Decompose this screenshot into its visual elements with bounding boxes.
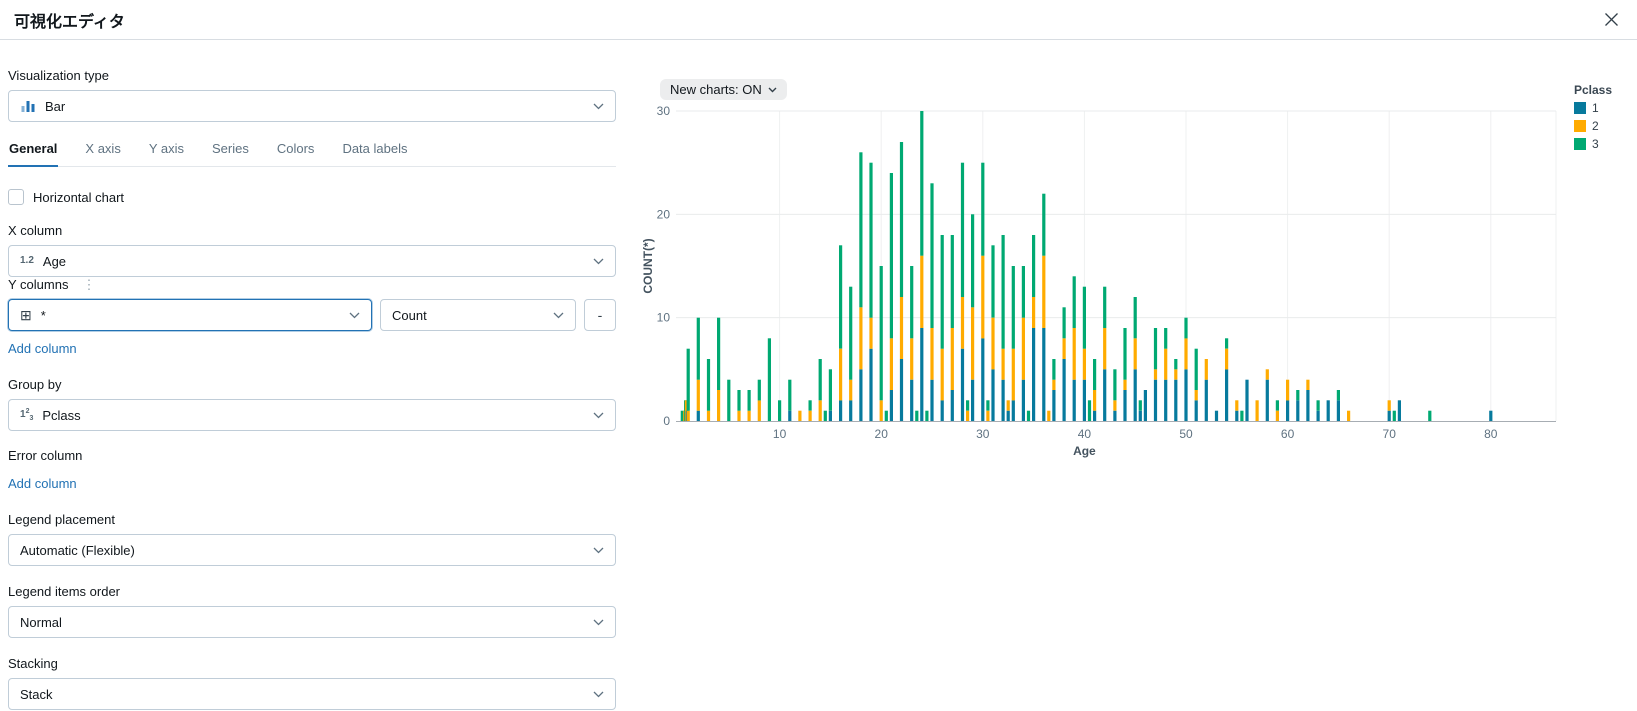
x-column-select[interactable]: 1.2 Age — [8, 245, 616, 277]
group-by-value: Pclass — [42, 407, 81, 423]
svg-text:3: 3 — [1592, 137, 1599, 151]
integer-type-icon: 123 — [20, 408, 34, 422]
dialog-title: 可視化エディタ — [14, 13, 125, 31]
svg-text:50: 50 — [1179, 427, 1193, 441]
settings-panel: Visualization type Bar General X axis Y … — [8, 41, 616, 710]
decimal-type-icon: 1.2 — [20, 255, 34, 266]
stacked-bar-chart: 0 10 20 30 10 20 30 40 50 60 70 80 COUNT(*) Age Pclass… — [641, 83, 1612, 458]
horizontal-chart-checkbox[interactable] — [8, 189, 24, 205]
tab-x-axis[interactable]: X axis — [85, 141, 121, 156]
x-column-label: X column — [8, 223, 63, 238]
svg-text:0: 0 — [663, 414, 670, 428]
y-columns-label: Y columns — [8, 277, 69, 292]
legend-items-order-label: Legend items order — [8, 584, 121, 599]
svg-text:30: 30 — [657, 104, 671, 118]
stacking-value: Stack — [20, 686, 53, 702]
close-icon — [1604, 13, 1618, 26]
table-column-icon: ⊞ — [20, 307, 32, 323]
legend-placement-label: Legend placement — [8, 512, 115, 527]
settings-tabs: General X axis Y axis Series Colors Data… — [8, 141, 616, 167]
chevron-down-icon — [593, 103, 604, 109]
chart-preview: New charts: ON 0 10 20 30 10 20 30 40 50 60 70 80 CO… — [640, 68, 1637, 488]
tab-y-axis[interactable]: Y axis — [148, 141, 184, 156]
y-column-value: * — [40, 307, 46, 323]
chevron-down-icon — [593, 258, 604, 264]
svg-text:60: 60 — [1281, 427, 1295, 441]
bar-chart-icon — [21, 101, 35, 112]
svg-text:80: 80 — [1484, 427, 1498, 441]
group-by-select[interactable]: 123 Pclass — [8, 399, 616, 431]
remove-column-button[interactable]: - — [584, 299, 616, 331]
legend-placement-value: Automatic (Flexible) — [20, 542, 135, 558]
legend-items-order-select[interactable]: Normal — [8, 606, 616, 638]
group-by-label: Group by — [8, 377, 62, 392]
tab-general[interactable]: General — [8, 141, 59, 167]
chevron-down-icon — [593, 619, 604, 625]
dialog-header: 可視化エディタ — [0, 0, 1637, 40]
add-y-column-link[interactable]: Add column — [8, 341, 77, 356]
add-error-column-link[interactable]: Add column — [8, 476, 77, 491]
kebab-menu-icon[interactable]: ⋮ — [82, 277, 96, 292]
chevron-down-icon — [768, 87, 777, 92]
new-charts-toggle-label: New charts: ON — [670, 82, 762, 97]
stacking-label: Stacking — [8, 656, 58, 671]
svg-text:20: 20 — [875, 427, 889, 441]
svg-text:20: 20 — [657, 207, 671, 221]
svg-text:1: 1 — [1592, 101, 1599, 115]
y-column-select[interactable]: ⊞ * — [8, 299, 372, 331]
visualization-type-label: Visualization type — [8, 68, 109, 83]
svg-text:2: 2 — [1592, 119, 1599, 133]
chevron-down-icon — [593, 691, 604, 697]
visualization-type-value: Bar — [45, 98, 66, 114]
stacking-select[interactable]: Stack — [8, 678, 616, 710]
tab-series[interactable]: Series — [212, 141, 249, 156]
y-axis-title: COUNT(*) — [641, 238, 655, 293]
horizontal-chart-label: Horizontal chart — [33, 189, 125, 205]
horizontal-chart-row: Horizontal chart — [8, 189, 616, 205]
tab-data-labels[interactable]: Data labels — [342, 141, 408, 156]
chevron-down-icon — [593, 412, 604, 418]
svg-text:10: 10 — [657, 311, 671, 325]
svg-text:30: 30 — [976, 427, 990, 441]
legend-placement-select[interactable]: Automatic (Flexible) — [8, 534, 616, 566]
new-charts-toggle[interactable]: New charts: ON — [660, 79, 787, 100]
error-column-label: Error column — [8, 448, 83, 463]
chevron-down-icon — [553, 312, 564, 318]
svg-text:40: 40 — [1078, 427, 1092, 441]
chevron-down-icon — [349, 312, 360, 318]
x-axis-title: Age — [1073, 444, 1096, 458]
legend-items-order-value: Normal — [20, 614, 62, 630]
svg-text:Pclass: Pclass — [1574, 83, 1612, 97]
visualization-type-select[interactable]: Bar — [8, 90, 616, 122]
close-button[interactable] — [1599, 8, 1623, 32]
x-column-value: Age — [42, 253, 67, 269]
aggregation-value: Count — [392, 307, 427, 323]
chevron-down-icon — [593, 547, 604, 553]
svg-text:70: 70 — [1383, 427, 1397, 441]
aggregation-select[interactable]: Count — [380, 299, 576, 331]
y-column-row: ⊞ * Count - — [8, 299, 616, 331]
svg-text:10: 10 — [773, 427, 787, 441]
tab-colors[interactable]: Colors — [276, 141, 315, 156]
